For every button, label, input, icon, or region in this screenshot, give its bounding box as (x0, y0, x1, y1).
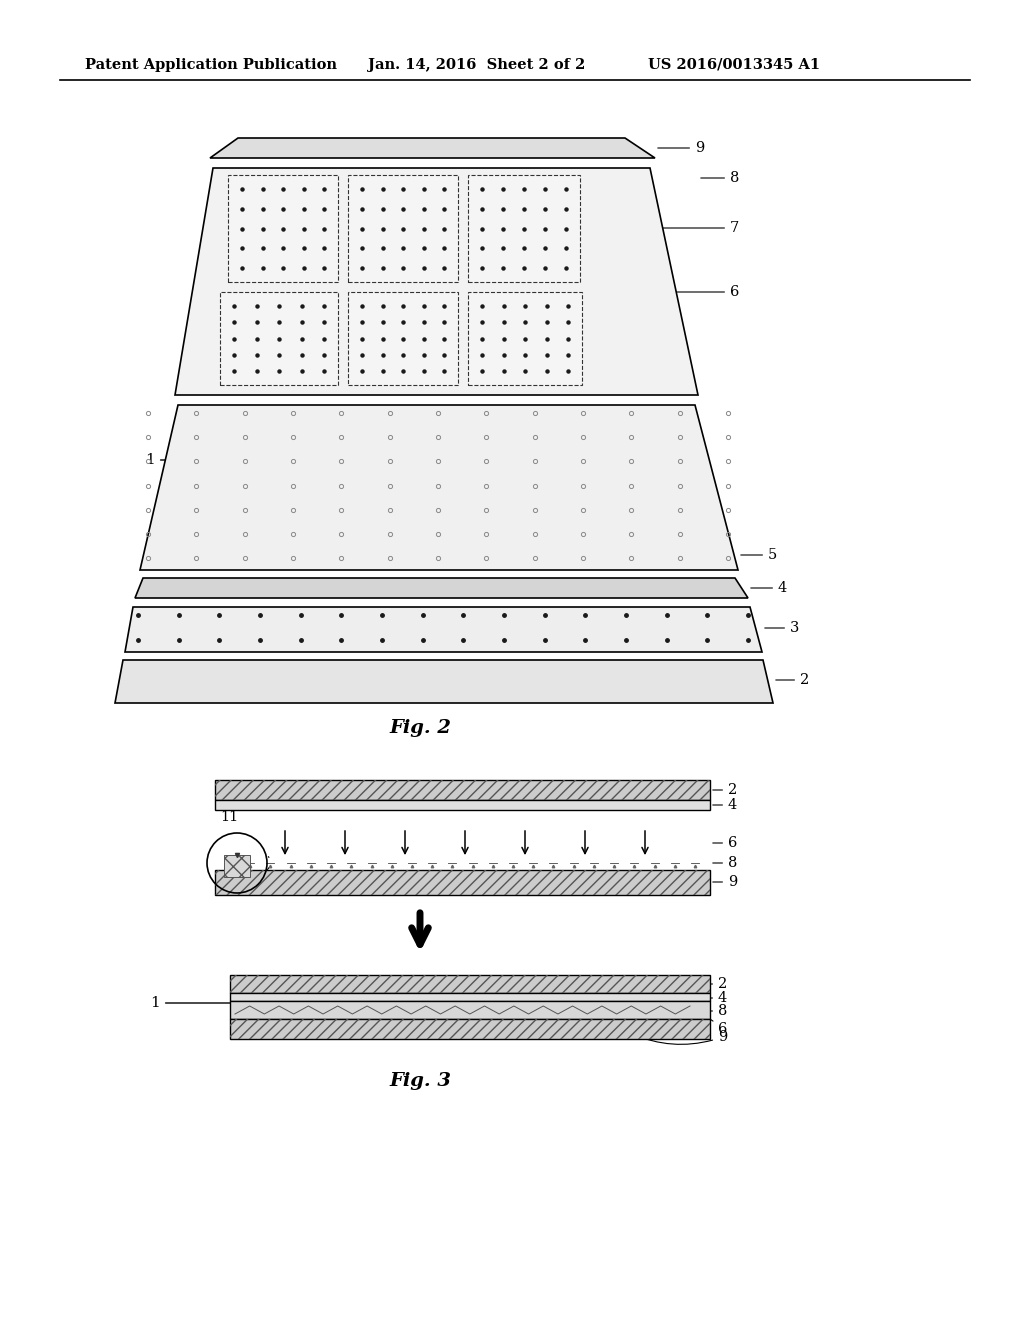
Text: 1: 1 (151, 997, 246, 1010)
Text: 3: 3 (765, 620, 800, 635)
Polygon shape (175, 168, 698, 395)
Bar (230, 1001, 710, 1019)
Bar (215, 870, 710, 895)
Text: 4: 4 (751, 581, 787, 595)
Text: 9: 9 (633, 1030, 727, 1044)
Bar (220, 292, 338, 385)
Text: 4: 4 (713, 799, 737, 812)
Bar (230, 1019, 710, 1039)
Text: Jan. 14, 2016  Sheet 2 of 2: Jan. 14, 2016 Sheet 2 of 2 (368, 58, 586, 73)
Bar (348, 176, 458, 282)
Text: Patent Application Publication: Patent Application Publication (85, 58, 337, 73)
Text: 9: 9 (713, 875, 737, 888)
Text: 7: 7 (583, 220, 739, 235)
Polygon shape (140, 405, 738, 570)
Text: 8: 8 (713, 855, 737, 870)
Bar (224, 855, 250, 876)
Text: 4: 4 (697, 991, 727, 1005)
Text: Fig. 2: Fig. 2 (389, 719, 451, 737)
Text: 9: 9 (657, 141, 705, 154)
Text: US 2016/0013345 A1: US 2016/0013345 A1 (648, 58, 820, 73)
Bar (230, 975, 710, 993)
Bar (230, 993, 710, 1001)
Text: 2: 2 (776, 673, 809, 686)
Polygon shape (210, 139, 655, 158)
Bar (230, 975, 710, 993)
Text: 5: 5 (740, 548, 777, 562)
Bar (468, 176, 580, 282)
Text: Fig. 3: Fig. 3 (389, 1072, 451, 1090)
Text: 1: 1 (145, 453, 218, 467)
Text: 8: 8 (697, 1005, 727, 1018)
Text: 6: 6 (633, 1006, 727, 1036)
Text: 8: 8 (700, 172, 739, 185)
Polygon shape (125, 607, 762, 652)
Bar (215, 870, 710, 895)
Polygon shape (135, 578, 748, 598)
Text: 2: 2 (713, 783, 737, 797)
Polygon shape (115, 660, 773, 704)
Text: 2: 2 (697, 977, 727, 991)
Bar (215, 800, 710, 810)
Bar (228, 176, 338, 282)
Text: 6: 6 (623, 285, 739, 300)
Bar (468, 292, 582, 385)
Text: 11: 11 (220, 810, 239, 824)
Text: 6: 6 (713, 836, 737, 850)
Bar (348, 292, 458, 385)
Bar (215, 780, 710, 800)
Bar (215, 780, 710, 800)
Bar (230, 1019, 710, 1039)
